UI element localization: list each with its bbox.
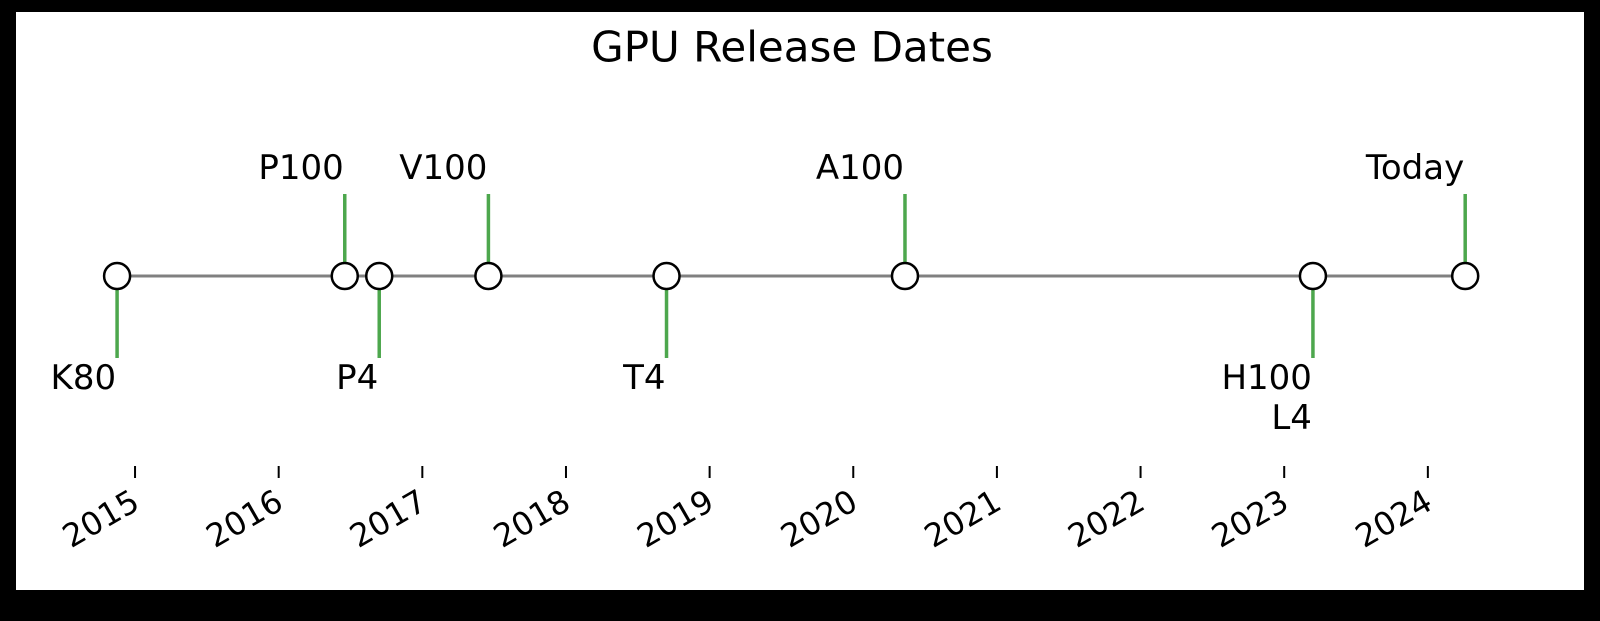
event-marker bbox=[330, 261, 360, 291]
event-label: H100 L4 bbox=[1221, 358, 1312, 438]
event-label: K80 bbox=[50, 358, 117, 398]
event-label: T4 bbox=[623, 358, 666, 398]
event-label: P4 bbox=[336, 358, 379, 398]
event-label: A100 bbox=[815, 148, 904, 188]
event-marker bbox=[364, 261, 394, 291]
event-marker bbox=[474, 261, 503, 291]
chart-title: GPU Release Dates bbox=[591, 23, 993, 72]
event-label: Today bbox=[1365, 148, 1465, 188]
event-label: P100 bbox=[258, 148, 344, 188]
event-marker bbox=[1298, 261, 1328, 291]
background bbox=[16, 12, 1584, 590]
event-label: V100 bbox=[399, 148, 488, 188]
event-marker bbox=[890, 261, 920, 291]
event-marker bbox=[652, 261, 681, 291]
event-marker bbox=[102, 261, 132, 291]
event-marker bbox=[1450, 261, 1480, 291]
